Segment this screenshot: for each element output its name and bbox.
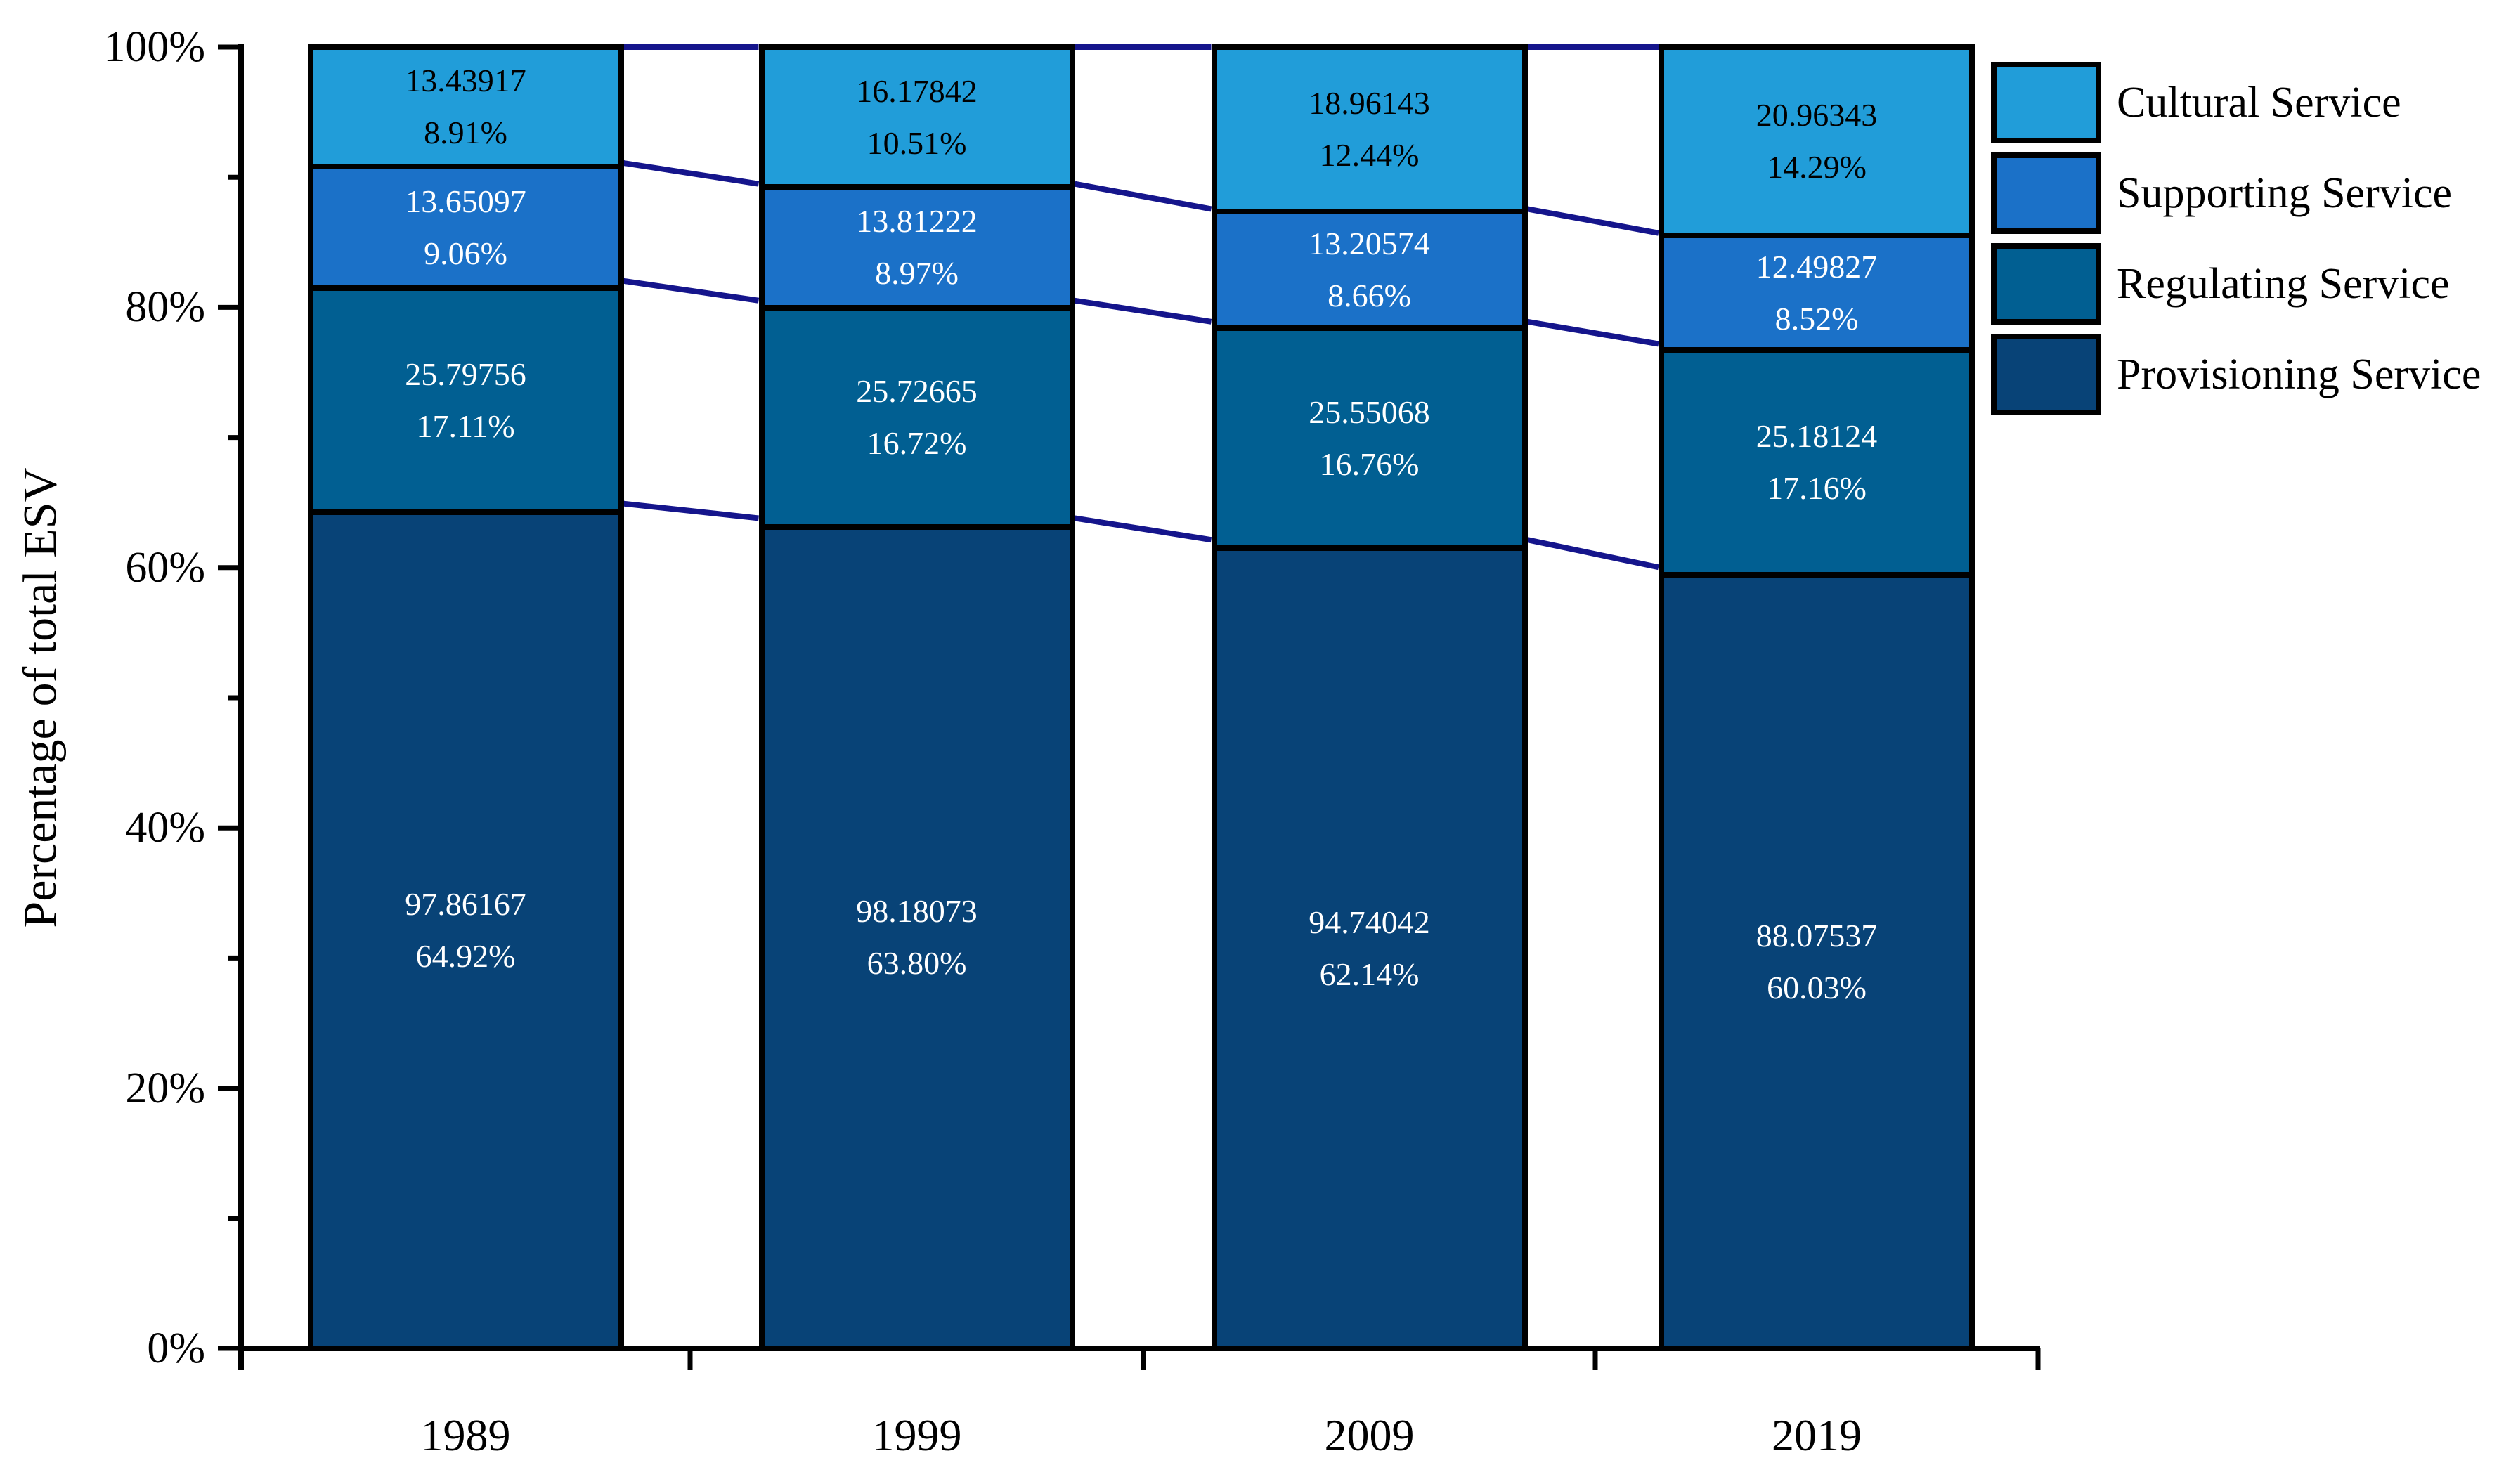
x-category-label: 1989 [420, 1410, 511, 1460]
bar-1999: 16.17842 10.51% 13.81222 8.97% 25.72665 16.72… [758, 44, 1075, 1351]
segment-supporting-service: 13.65097 9.06% [313, 164, 618, 286]
segment-percent-label: 62.14% [1319, 956, 1420, 992]
connector-line [623, 278, 760, 304]
segment-provisioning-service: 94.74042 62.14% [1216, 545, 1522, 1346]
legend-label: Supporting Service [2117, 169, 2452, 217]
legend-swatch [1991, 62, 2101, 143]
bar-2009: 18.96143 12.44% 13.20574 8.66% 25.55068 16.76… [1211, 44, 1528, 1351]
y-tick-label: 80% [125, 283, 205, 332]
segment-value-label: 12.49827 [1756, 248, 1878, 285]
segment-percent-label: 16.76% [1319, 445, 1420, 482]
legend-label: Cultural Service [2117, 79, 2401, 126]
segment-provisioning-service: 98.18073 63.80% [764, 523, 1070, 1346]
segment-percent-label: 64.92% [415, 938, 516, 975]
bar-1989: 13.43917 8.91% 13.65097 9.06% 25.79756 17.11%… [307, 44, 624, 1351]
y-tick-label: 60% [125, 543, 205, 592]
segment-percent-label: 17.11% [416, 408, 515, 444]
y-tick-label: 100% [103, 23, 205, 71]
segment-value-label: 25.18124 [1756, 418, 1878, 455]
legend-item-regulating-service: Regulating Service [1991, 243, 2481, 325]
segment-value-label: 18.96143 [1309, 85, 1430, 122]
x-category-label: 1999 [871, 1410, 962, 1460]
segment-cultural-service: 13.43917 8.91% [313, 50, 618, 164]
legend-label: Regulating Service [2117, 260, 2450, 308]
segment-percent-label: 63.80% [867, 945, 967, 982]
segment-value-label: 25.72665 [856, 372, 978, 409]
segment-supporting-service: 13.81222 8.97% [764, 184, 1070, 305]
segment-value-label: 13.20574 [1309, 226, 1430, 262]
segment-percent-label: 8.66% [1328, 278, 1411, 314]
segment-value-label: 25.79756 [405, 356, 526, 392]
connector-line [623, 500, 759, 521]
segment-regulating-service: 25.55068 16.76% [1216, 325, 1522, 546]
segment-provisioning-service: 97.86167 64.92% [313, 509, 618, 1346]
segment-value-label: 20.96343 [1756, 97, 1878, 134]
connector-line [623, 160, 760, 187]
legend-swatch [1991, 152, 2101, 234]
y-axis-title: Percentage of total ESV [13, 467, 67, 928]
legend-swatch [1991, 334, 2101, 415]
segment-value-label: 13.81222 [856, 202, 978, 239]
connector-line [1526, 318, 1659, 347]
segment-percent-label: 8.91% [424, 115, 507, 151]
segment-regulating-service: 25.18124 17.16% [1664, 347, 1969, 573]
y-tick-label: 40% [125, 804, 205, 852]
segment-percent-label: 9.06% [424, 235, 507, 271]
segment-cultural-service: 20.96343 14.29% [1664, 50, 1969, 233]
segment-cultural-service: 18.96143 12.44% [1216, 50, 1522, 209]
connector-line [1074, 515, 1212, 543]
legend-item-cultural-service: Cultural Service [1991, 62, 2481, 143]
segment-percent-label: 8.97% [875, 254, 959, 291]
y-tick-label: 20% [125, 1064, 205, 1112]
segment-value-label: 16.17842 [856, 72, 978, 109]
segment-percent-label: 8.52% [1774, 300, 1859, 337]
segment-supporting-service: 13.20574 8.66% [1216, 209, 1522, 326]
segment-value-label: 25.55068 [1309, 393, 1430, 430]
bar-2019: 20.96343 14.29% 12.49827 8.52% 25.18124 17.16… [1659, 44, 1975, 1351]
segment-percent-label: 10.51% [867, 124, 967, 161]
segment-value-label: 98.18073 [856, 893, 978, 930]
connector-line [1074, 297, 1212, 325]
legend: Cultural Service Supporting Service Regula… [1991, 62, 2481, 424]
segment-percent-label: 12.44% [1319, 137, 1420, 174]
segment-value-label: 13.43917 [405, 63, 526, 99]
segment-value-label: 94.74042 [1309, 904, 1430, 940]
segment-percent-label: 16.72% [867, 424, 967, 461]
legend-swatch [1991, 243, 2101, 325]
legend-item-supporting-service: Supporting Service [1991, 152, 2481, 234]
segment-value-label: 88.07537 [1756, 917, 1878, 953]
segment-regulating-service: 25.72665 16.72% [764, 304, 1070, 524]
connector-line [1526, 537, 1659, 571]
segment-provisioning-service: 88.07537 60.03% [1664, 572, 1969, 1346]
y-tick-label: 0% [147, 1324, 205, 1372]
segment-percent-label: 60.03% [1767, 969, 1867, 1005]
segment-value-label: 13.65097 [405, 183, 526, 219]
segment-value-label: 97.86167 [405, 886, 526, 923]
segment-cultural-service: 16.17842 10.51% [764, 50, 1070, 185]
segment-percent-label: 14.29% [1767, 149, 1867, 186]
segment-supporting-service: 12.49827 8.52% [1664, 233, 1969, 348]
legend-item-provisioning-service: Provisioning Service [1991, 334, 2481, 415]
x-category-label: 2019 [1772, 1410, 1862, 1460]
connector-line [1074, 181, 1212, 212]
segment-percent-label: 17.16% [1767, 470, 1867, 507]
connector-line [1526, 206, 1659, 236]
segment-regulating-service: 25.79756 17.11% [313, 285, 618, 510]
legend-label: Provisioning Service [2117, 351, 2481, 398]
x-category-label: 2009 [1324, 1410, 1415, 1460]
